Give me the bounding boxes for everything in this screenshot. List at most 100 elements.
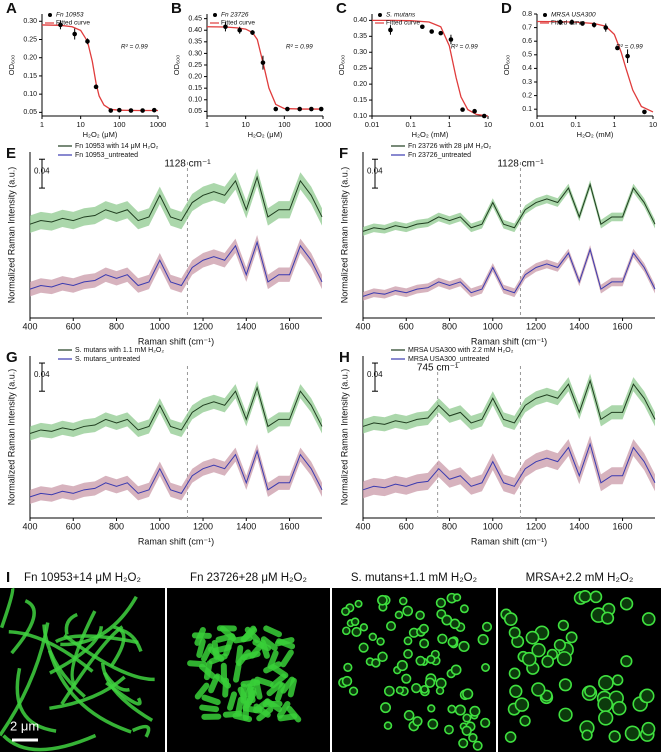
data-point: [297, 106, 303, 112]
cell: [286, 705, 302, 723]
cells: [0, 587, 155, 752]
cell: [60, 595, 138, 647]
panel-label: C: [336, 0, 347, 17]
data-point: [625, 53, 630, 59]
spread-band: [363, 245, 655, 301]
y-tick-label: 0.40: [353, 17, 367, 24]
cell: [240, 683, 247, 704]
cell: [641, 612, 656, 626]
cell: [49, 675, 126, 711]
x-tick-label: 1000: [150, 321, 170, 331]
cell: [350, 617, 360, 626]
data-point: [250, 30, 255, 35]
data-point: [460, 107, 465, 112]
y-tick-label: 0.5: [522, 52, 532, 59]
x-tick-label: 1200: [526, 321, 546, 331]
cell: [639, 688, 655, 704]
x-axis-label: Raman shift (cm⁻¹): [471, 536, 547, 546]
cell: [264, 698, 283, 713]
cell: [54, 634, 139, 645]
y-tick-label: 0.10: [353, 113, 367, 120]
data-point: [260, 60, 266, 65]
y-tick-label: 0.1: [522, 106, 532, 113]
cell: [399, 596, 408, 606]
cell: [581, 729, 593, 741]
cell: [558, 707, 573, 722]
x-tick-label: 800: [442, 521, 457, 531]
cell: [348, 686, 359, 696]
data-point: [108, 108, 114, 113]
spectrum-line: [362, 182, 656, 232]
cell: [531, 643, 546, 658]
cell: [341, 626, 351, 636]
cell: [447, 704, 457, 714]
cell: [254, 676, 274, 687]
x-tick-label: 10: [76, 120, 84, 129]
cell: [611, 700, 627, 716]
x-tick-label: 0.01: [365, 120, 380, 129]
cell: [341, 606, 351, 616]
x-tick-label: 1000: [483, 321, 503, 331]
legend-label: Fn 10953 with 14 μM H₂O₂: [75, 143, 159, 150]
cell: [396, 660, 408, 672]
y-tick-label: 0.25: [353, 65, 367, 72]
cell: [201, 713, 222, 720]
data-point: [557, 19, 563, 25]
cell: [194, 682, 210, 700]
cell: [601, 611, 615, 625]
cell: [15, 667, 57, 733]
cell: [525, 630, 540, 645]
data-point: [448, 37, 454, 42]
cell: [521, 651, 537, 667]
cell: [287, 677, 297, 698]
data-point: [140, 108, 145, 113]
x-tick-label: 600: [66, 321, 81, 331]
legend-label: Fitted curve: [56, 20, 90, 27]
cell: [503, 612, 518, 626]
legend-label: S. mutans: [386, 12, 416, 19]
spread-band: [363, 180, 655, 236]
x-tick-label: 1200: [526, 521, 546, 531]
cell: [458, 738, 469, 749]
cell: [462, 688, 474, 700]
y-tick-label: 0.40: [188, 27, 202, 34]
legend-label: MRSA USA300 with 2.2 mM H₂O₂: [408, 347, 514, 354]
cell: [201, 694, 221, 706]
x-tick-label: 0.1: [570, 120, 580, 129]
x-axis-label: Raman shift (cm⁻¹): [471, 336, 547, 346]
x-tick-label: 800: [109, 321, 124, 331]
y-axis-label: Normalized Raman Intensity (a.u.): [339, 167, 349, 304]
cell: [412, 716, 423, 727]
cell: [447, 637, 458, 648]
cell: [462, 713, 472, 723]
cell: [415, 655, 426, 666]
cell: [64, 612, 78, 635]
x-tick-label: 400: [22, 321, 37, 331]
cell: [401, 673, 412, 684]
cell: [504, 731, 517, 743]
cell: [441, 614, 453, 626]
cell: [267, 650, 279, 670]
cell: [597, 696, 614, 713]
spread-band: [30, 444, 322, 504]
x-tick-label: 1: [205, 120, 209, 129]
spread-band: [30, 380, 322, 441]
image-caption: Fn 10953+14 μM H₂O₂: [24, 572, 141, 584]
x-tick-label: 10: [649, 120, 657, 129]
spectrum-line: [29, 240, 323, 290]
cell: [427, 718, 439, 730]
data-point: [580, 21, 585, 26]
cell: [426, 654, 436, 664]
x-axis-label: H₂O₂ (μM): [248, 130, 283, 139]
y-tick-label: 0.10: [188, 97, 202, 104]
cell: [415, 610, 425, 621]
data-point: [117, 107, 122, 113]
cell: [377, 651, 388, 663]
y-tick-label: 0.15: [353, 97, 367, 104]
y-tick-label: 0.20: [23, 55, 37, 62]
cell: [2, 733, 97, 752]
cell: [103, 671, 130, 692]
y-tick-label: 0.25: [23, 36, 37, 43]
legend-label: Fitted curve: [551, 20, 585, 27]
x-tick-label: 1000: [150, 120, 167, 129]
